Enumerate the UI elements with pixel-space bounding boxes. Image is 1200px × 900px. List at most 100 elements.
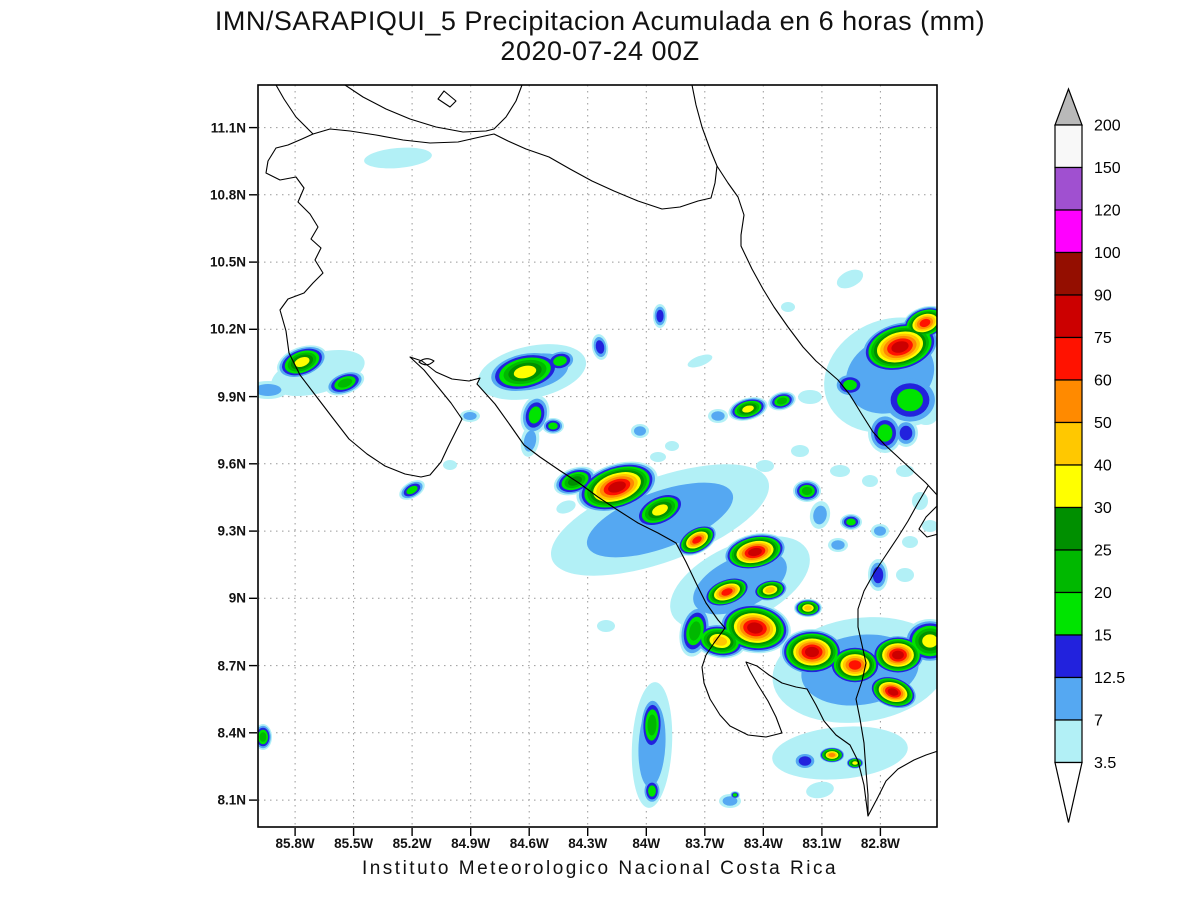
colorbar-band (1054, 124, 1083, 169)
precip-cell (896, 465, 914, 477)
y-axis-label: 10.8N (209, 187, 246, 203)
precip-cell (899, 425, 913, 441)
precip-cell (872, 566, 884, 584)
colorbar-label: 25 (1094, 543, 1112, 560)
precip-cell (294, 357, 310, 367)
y-axis-label: 8.4N (217, 725, 246, 741)
precip-cell (846, 518, 856, 526)
precip-cell (548, 422, 558, 430)
precip-cell (848, 660, 862, 670)
y-axis-label: 9N (228, 590, 246, 606)
precip-cell (804, 605, 812, 611)
precip-cell (443, 460, 457, 470)
precip-cell (406, 485, 418, 495)
precip-cell (513, 365, 537, 379)
y-axis-label: 10.2N (209, 321, 246, 337)
figure-title: IMN/SARAPIQUI_5 Precipitacion Acumulada … (214, 6, 986, 36)
precip-cell (463, 412, 477, 420)
y-axis-label: 9.9N (217, 389, 246, 405)
colorbar-above-arrow (1054, 87, 1083, 126)
x-axis-label: 83.1W (802, 836, 842, 851)
precip-cell (843, 379, 857, 391)
coastline (265, 85, 937, 817)
precip-cell (650, 452, 666, 462)
colorbar-label: 20 (1094, 585, 1112, 602)
precip-cell (692, 536, 702, 544)
precip-cell (801, 486, 813, 496)
colorbar-band (1054, 591, 1083, 636)
precip-cell (364, 147, 432, 169)
coastline (344, 85, 523, 133)
y-axis-label: 9.3N (217, 523, 246, 539)
coastline (918, 505, 937, 538)
precip-cell (798, 390, 822, 404)
colorbar-label: 90 (1094, 288, 1112, 305)
precip-cell (852, 761, 858, 765)
colorbar-label: 50 (1094, 415, 1112, 432)
figure-subtitle: 2020-07-24 00Z (500, 36, 700, 66)
colorbar-band (1054, 379, 1083, 424)
colorbar: 200 150 120 100 90 75 60 50 40 30 25 20 15 12.5 7 3.5 (1054, 87, 1125, 823)
precip-cell (922, 520, 937, 532)
precip-cell (634, 426, 646, 436)
map-plot (249, 84, 938, 836)
colorbar-band (1054, 634, 1083, 679)
colorbar-band (1054, 209, 1083, 254)
precip-cell (652, 504, 668, 516)
x-axis-label: 84W (632, 836, 661, 851)
x-axis-label: 82.8W (860, 836, 900, 851)
colorbar-band (1054, 421, 1083, 466)
precip-cell (896, 568, 914, 582)
precip-cell (648, 785, 656, 797)
precip-cell (902, 536, 918, 548)
precip-cell (748, 547, 762, 557)
colorbar-label: 12.5 (1094, 670, 1125, 687)
y-axis-label: 11.1N (210, 120, 246, 136)
precip-cell (791, 445, 809, 457)
plot-frame (257, 84, 938, 828)
colorbar-band (1054, 464, 1083, 509)
precip-cell (798, 756, 812, 766)
precip-cell (528, 406, 542, 424)
precip-cell (553, 356, 567, 366)
precip-cell (573, 521, 591, 531)
x-axis-label: 84.6W (509, 836, 549, 851)
colorbar-label: 30 (1094, 500, 1112, 517)
x-axis-label: 85.8W (275, 836, 315, 851)
precip-cell (722, 796, 738, 806)
precip-cell (877, 424, 893, 442)
precip-cell (337, 378, 353, 388)
y-axis-label: 10.5N (209, 254, 246, 270)
colorbar-band (1054, 506, 1083, 551)
precip-cell (922, 634, 937, 648)
x-axis-label: 83.4W (743, 836, 783, 851)
precip-cell (597, 620, 615, 632)
colorbar-label: 75 (1094, 330, 1112, 347)
precip-cell (258, 384, 282, 396)
coastline (437, 90, 457, 108)
precip-cell (711, 411, 725, 421)
colorbar-label: 120 (1094, 203, 1121, 220)
precip-cell (756, 460, 774, 472)
precip-cell (742, 405, 754, 413)
precip-cell (891, 341, 909, 353)
coastline (312, 128, 718, 210)
coastline (418, 358, 435, 366)
y-axis-label: 8.7N (217, 658, 246, 674)
precip-cell (656, 309, 664, 323)
precip-cell (259, 732, 267, 742)
figure-footer: Instituto Meteorologico Nacional Costa R… (361, 858, 839, 879)
precip-cell (689, 621, 701, 641)
precip-cell (805, 646, 819, 658)
colorbar-band (1054, 166, 1083, 211)
x-axis-label: 83.7W (685, 836, 725, 851)
colorbar-label: 100 (1094, 245, 1121, 262)
coastline (691, 85, 937, 496)
precip-cell (892, 650, 904, 660)
precip-cell (721, 588, 733, 596)
colorbar-label: 7 (1094, 713, 1103, 730)
colorbar-band (1054, 336, 1083, 381)
colorbar-label: 3.5 (1094, 755, 1116, 772)
precip-cell (813, 505, 827, 525)
